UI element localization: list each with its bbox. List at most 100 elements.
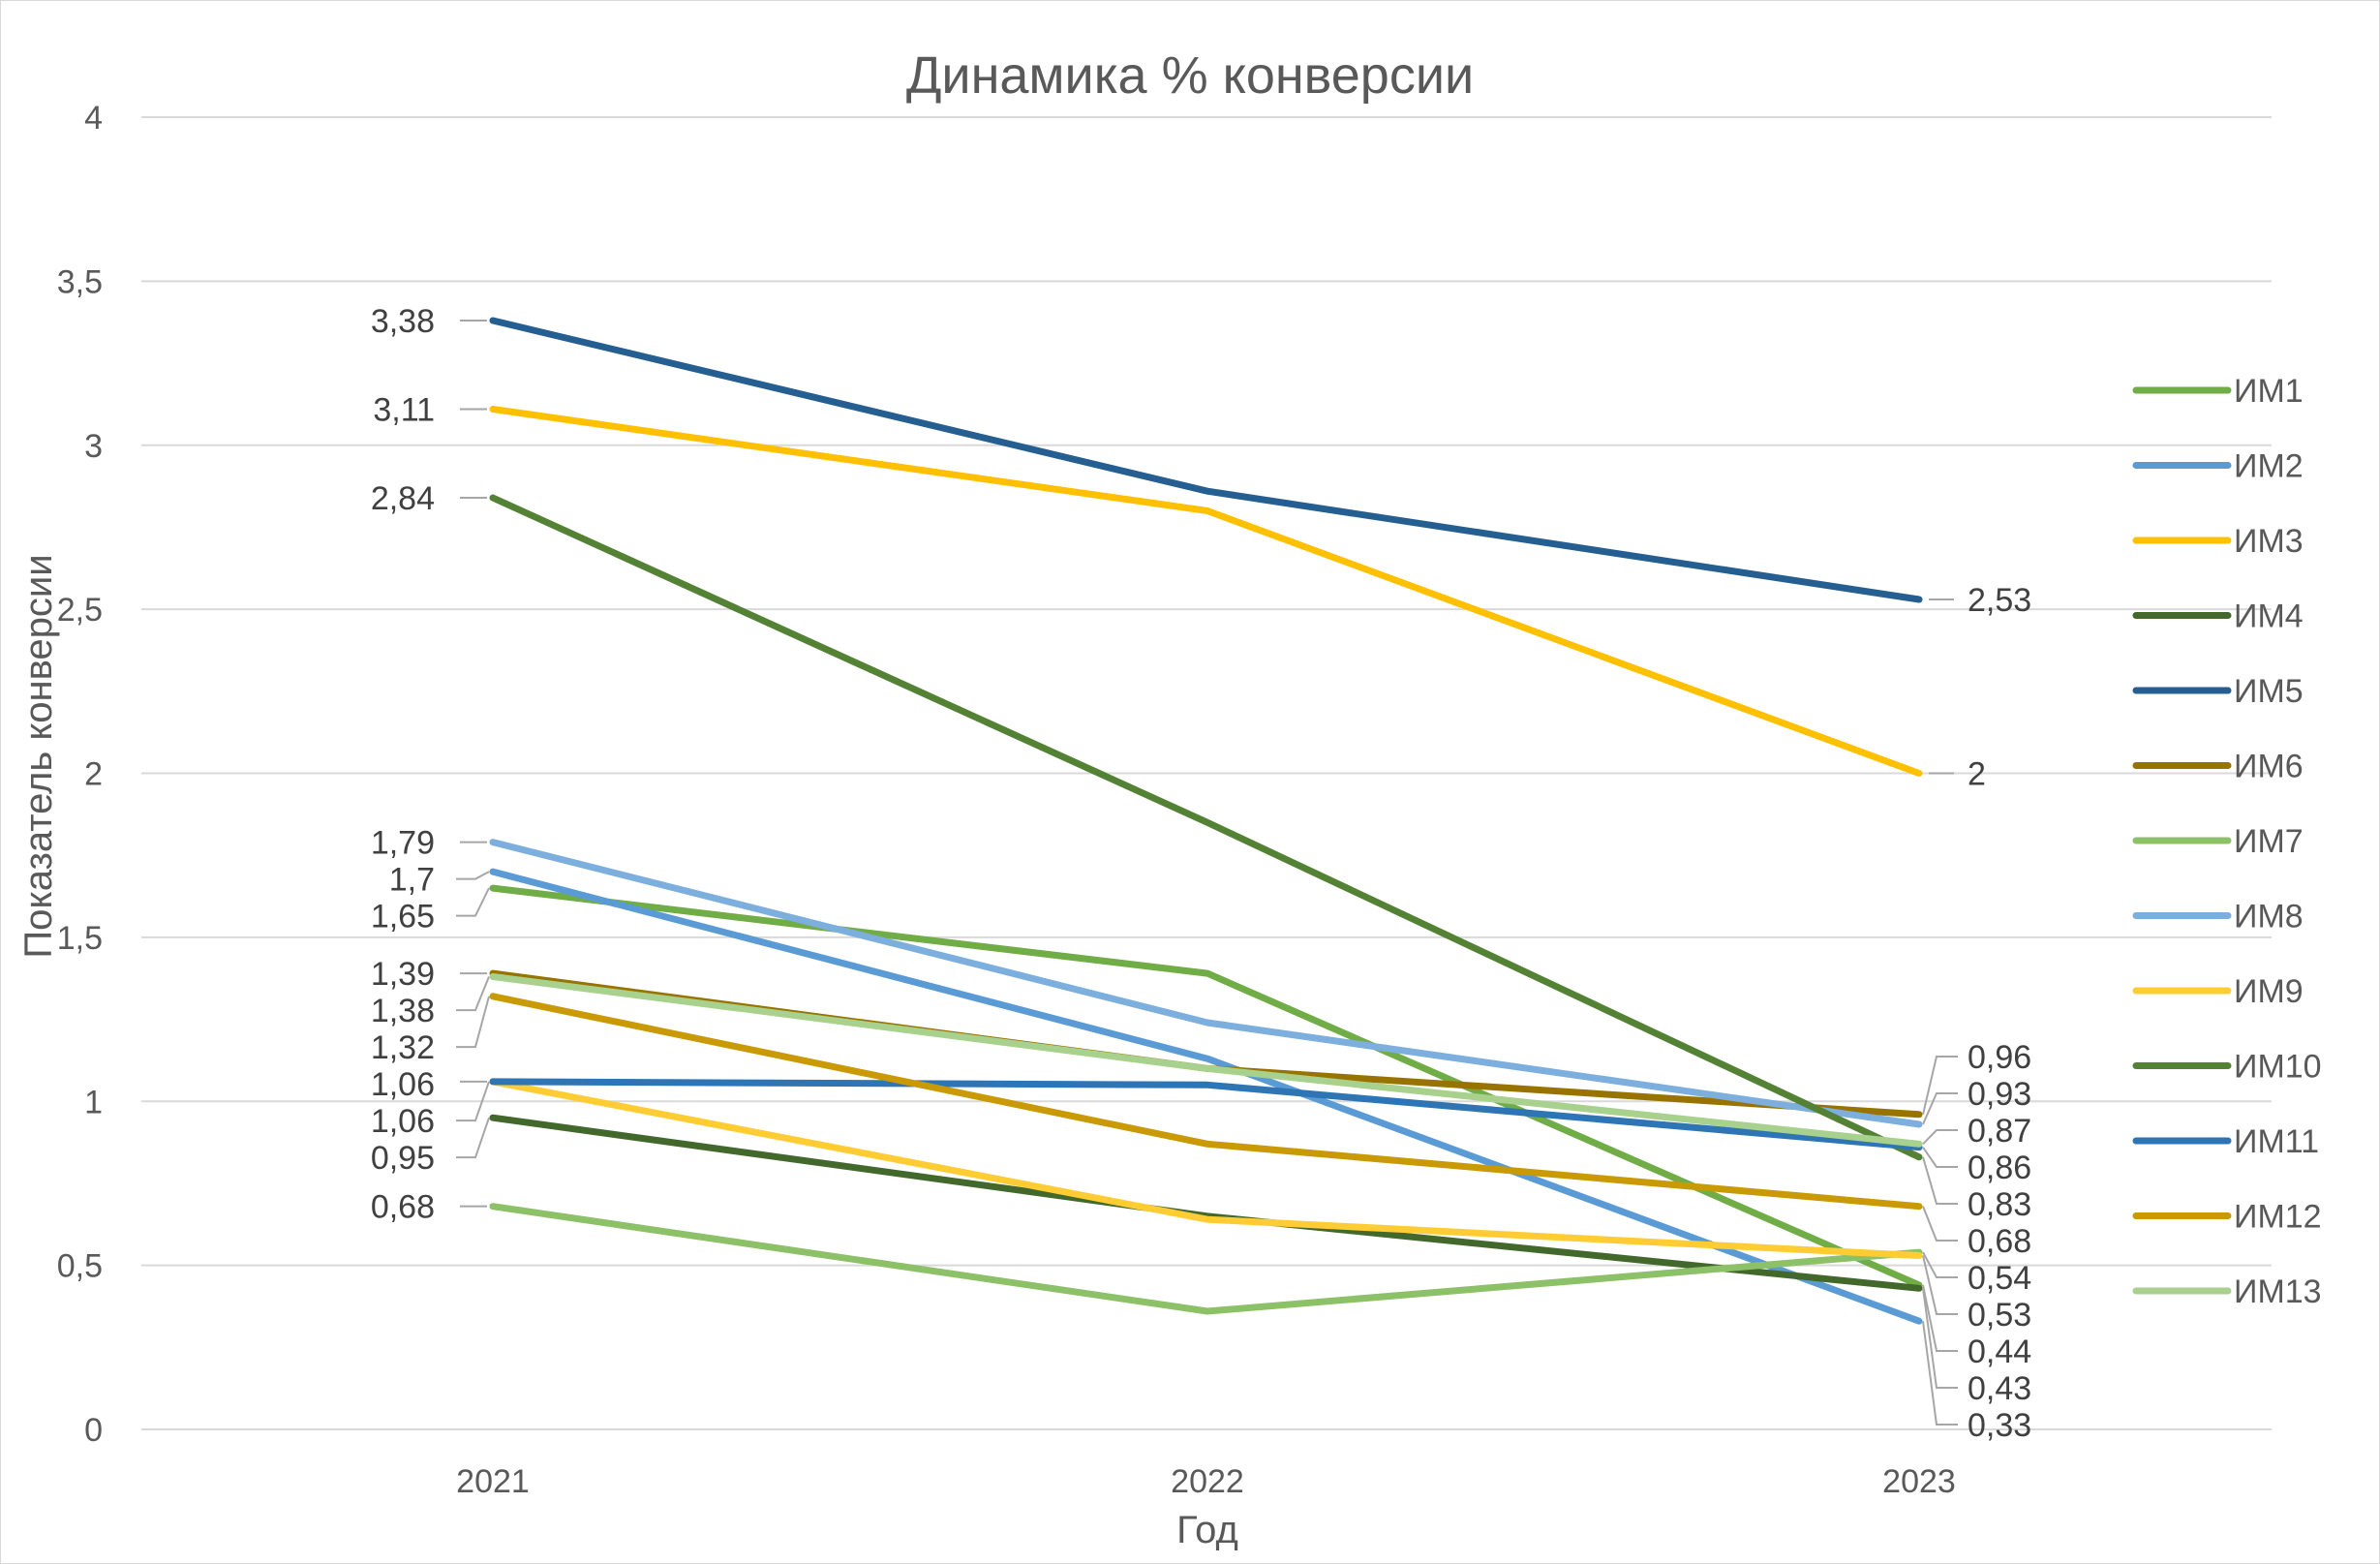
legend-label: ИМ1 xyxy=(2234,373,2304,410)
data-label: 0,95 xyxy=(371,1140,435,1177)
data-label: 0,44 xyxy=(1968,1334,2031,1370)
x-tick-label: 2022 xyxy=(1171,1463,1244,1500)
legend-item-ИМ12: ИМ12 xyxy=(2132,1199,2322,1236)
data-label: 1,39 xyxy=(371,956,435,993)
legend-item-ИМ10: ИМ10 xyxy=(2132,1049,2322,1086)
y-tick-label: 3,5 xyxy=(57,263,103,300)
legend-label: ИМ12 xyxy=(2234,1199,2322,1236)
data-label: 1,32 xyxy=(371,1029,435,1066)
data-label: 3,11 xyxy=(373,391,435,428)
legend-label: ИМ8 xyxy=(2234,899,2304,935)
legend-label: ИМ6 xyxy=(2234,749,2304,785)
legend-label: ИМ7 xyxy=(2234,823,2304,860)
y-tick-label: 1 xyxy=(84,1084,103,1120)
label-leader xyxy=(1922,1147,1958,1168)
x-axis-ticks: 2021 2022 2023 xyxy=(456,1463,1956,1500)
legend-item-ИМ9: ИМ9 xyxy=(2132,973,2304,1010)
x-tick-label: 2023 xyxy=(1882,1463,1956,1500)
data-label: 1,06 xyxy=(371,1066,435,1103)
data-labels: 3,383,112,841,791,71,651,391,381,321,061… xyxy=(371,303,2031,1444)
label-leaders xyxy=(456,320,1958,1426)
series-line-ИМ8 xyxy=(489,839,1923,1128)
legend-label: ИМ13 xyxy=(2234,1273,2322,1310)
label-leader xyxy=(1922,1284,1958,1352)
series-line-ИМ5 xyxy=(489,317,1923,603)
y-tick-label: 0 xyxy=(84,1412,103,1449)
series-line-ИМ11 xyxy=(489,1078,1923,1151)
legend-item-ИМ7: ИМ7 xyxy=(2132,823,2304,860)
series-line-ИМ13 xyxy=(489,973,1923,1148)
legend-label: ИМ3 xyxy=(2234,523,2304,560)
data-label: 1,65 xyxy=(371,899,435,935)
legend-item-ИМ3: ИМ3 xyxy=(2132,523,2304,560)
series-line-ИМ2 xyxy=(489,868,1923,1325)
data-label: 0,87 xyxy=(1968,1113,2031,1150)
label-leader xyxy=(1922,1251,1958,1278)
chart-title: Динамика % конверсии xyxy=(906,46,1474,105)
data-label: 0,33 xyxy=(1968,1407,2031,1444)
legend-item-ИМ13: ИМ13 xyxy=(2132,1273,2322,1310)
data-label: 0,93 xyxy=(1968,1076,2031,1113)
data-label: 1,79 xyxy=(371,825,435,862)
label-leader xyxy=(456,887,490,917)
legend-label: ИМ2 xyxy=(2234,448,2304,485)
legend-label: ИМ9 xyxy=(2234,973,2304,1010)
x-tick-label: 2021 xyxy=(456,1463,530,1500)
data-label: 0,68 xyxy=(1968,1223,2031,1260)
legend-label: ИМ5 xyxy=(2234,673,2304,710)
label-leader xyxy=(1922,1255,1958,1315)
legend-item-ИМ2: ИМ2 xyxy=(2132,448,2304,485)
gridlines xyxy=(141,116,2272,1430)
label-leader xyxy=(456,871,490,880)
legend-item-ИМ8: ИМ8 xyxy=(2132,899,2304,935)
series-line-ИМ9 xyxy=(489,1078,1923,1259)
label-leader xyxy=(1922,1092,1958,1125)
series-line-ИМ12 xyxy=(489,993,1923,1211)
data-label: 1,7 xyxy=(389,862,435,899)
y-tick-label: 4 xyxy=(84,100,103,137)
data-label: 0,86 xyxy=(1968,1150,2031,1186)
data-label: 0,43 xyxy=(1968,1370,2031,1407)
data-label: 1,06 xyxy=(371,1103,435,1140)
legend-item-ИМ11: ИМ11 xyxy=(2132,1123,2319,1160)
legend-label: ИМ10 xyxy=(2234,1049,2322,1086)
legend-item-ИМ6: ИМ6 xyxy=(2132,749,2304,785)
series-lines xyxy=(489,317,1923,1325)
label-leader xyxy=(1922,1288,1958,1389)
y-tick-label: 3 xyxy=(84,428,103,465)
data-label: 2,53 xyxy=(1968,582,2031,619)
y-tick-label: 1,5 xyxy=(57,920,103,957)
data-label: 0,96 xyxy=(1968,1039,2031,1076)
data-label: 0,83 xyxy=(1968,1186,2031,1223)
legend-label: ИМ11 xyxy=(2234,1123,2319,1160)
data-label: 3,38 xyxy=(371,303,435,340)
label-leader xyxy=(1922,1056,1958,1116)
label-leader xyxy=(1922,1129,1958,1145)
y-axis-ticks: 0 0,5 1 1,5 2 2,5 3 3,5 4 xyxy=(57,100,103,1449)
legend-item-ИМ1: ИМ1 xyxy=(2132,373,2304,410)
series-line-ИМ1 xyxy=(489,884,1923,1289)
data-label: 0,68 xyxy=(371,1189,435,1226)
legend-label: ИМ4 xyxy=(2234,598,2304,635)
data-label: 2,84 xyxy=(371,480,435,517)
legend-item-ИМ5: ИМ5 xyxy=(2132,673,2304,710)
label-leader xyxy=(1922,1156,1958,1205)
y-tick-label: 2 xyxy=(84,756,103,793)
y-axis-title: Показатель конверсии xyxy=(17,554,60,958)
label-leader xyxy=(456,1081,490,1122)
data-label: 1,38 xyxy=(371,993,435,1029)
y-tick-label: 2,5 xyxy=(57,592,103,629)
y-tick-label: 0,5 xyxy=(57,1248,103,1285)
label-leader xyxy=(1922,1321,1958,1426)
series-line-ИМ10 xyxy=(489,494,1923,1161)
label-leader xyxy=(456,1117,490,1159)
data-label: 2 xyxy=(1968,756,1986,793)
series-line-ИМ7 xyxy=(489,1203,1923,1315)
data-label: 0,54 xyxy=(1968,1260,2031,1297)
legend: ИМ1 ИМ2 ИМ3 ИМ4 ИМ5 ИМ6 ИМ7 ИМ8 ИМ9 ИМ10 ИМ11 ИМ12 И… xyxy=(2132,373,2322,1310)
data-label: 0,53 xyxy=(1968,1297,2031,1334)
series-line-ИМ3 xyxy=(489,406,1923,777)
legend-item-ИМ4: ИМ4 xyxy=(2132,598,2304,635)
